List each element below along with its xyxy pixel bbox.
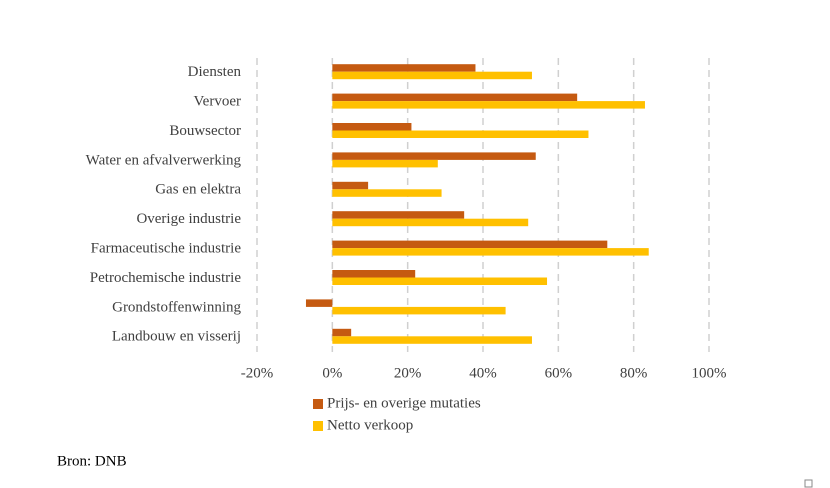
legend-label: Netto verkoop — [327, 417, 413, 433]
bar — [332, 181, 369, 190]
y-tick-label: Diensten — [188, 64, 242, 80]
corner-icon — [804, 479, 813, 488]
x-tick-label: 60% — [545, 365, 573, 381]
bar — [332, 123, 412, 131]
y-tick-label: Gas en elektra — [155, 182, 241, 198]
y-tick-label: Grondstoffenwinning — [112, 299, 241, 315]
bar — [332, 218, 529, 227]
x-tick-label: 100% — [692, 365, 727, 381]
x-tick-label: -20% — [241, 365, 274, 381]
x-tick-label: 80% — [620, 365, 648, 381]
bar — [332, 211, 465, 219]
bar — [332, 159, 438, 168]
bar — [332, 64, 476, 72]
bar — [332, 248, 649, 256]
x-tick-label: 20% — [394, 365, 422, 381]
bar — [332, 130, 589, 138]
y-tick-label: Vervoer — [194, 94, 241, 110]
bar — [332, 336, 532, 344]
y-tick-label: Overige industrie — [136, 211, 241, 227]
x-tick-label: 40% — [469, 365, 497, 381]
bar — [332, 270, 416, 278]
bar — [332, 240, 608, 249]
y-tick-label: Water en afvalverwerking — [86, 152, 242, 168]
bar — [332, 101, 645, 109]
bar — [332, 328, 352, 337]
bar — [305, 299, 333, 307]
bar — [332, 93, 578, 102]
legend-swatch — [313, 421, 323, 431]
legend-label: Prijs- en overige mutaties — [327, 395, 481, 411]
bar — [332, 152, 536, 160]
x-tick-label: 0% — [322, 365, 342, 381]
source: Bron: DNB — [57, 453, 127, 469]
bar — [332, 306, 506, 315]
y-tick-label: Petrochemische industrie — [90, 270, 242, 286]
y-tick-label: Landbouw en visserij — [112, 329, 241, 345]
bar — [332, 277, 548, 285]
bar — [332, 71, 532, 80]
y-tick-label: Farmaceutische industrie — [91, 241, 242, 257]
bar — [332, 189, 442, 197]
legend-swatch — [313, 399, 323, 409]
y-tick-label: Bouwsector — [169, 123, 241, 139]
